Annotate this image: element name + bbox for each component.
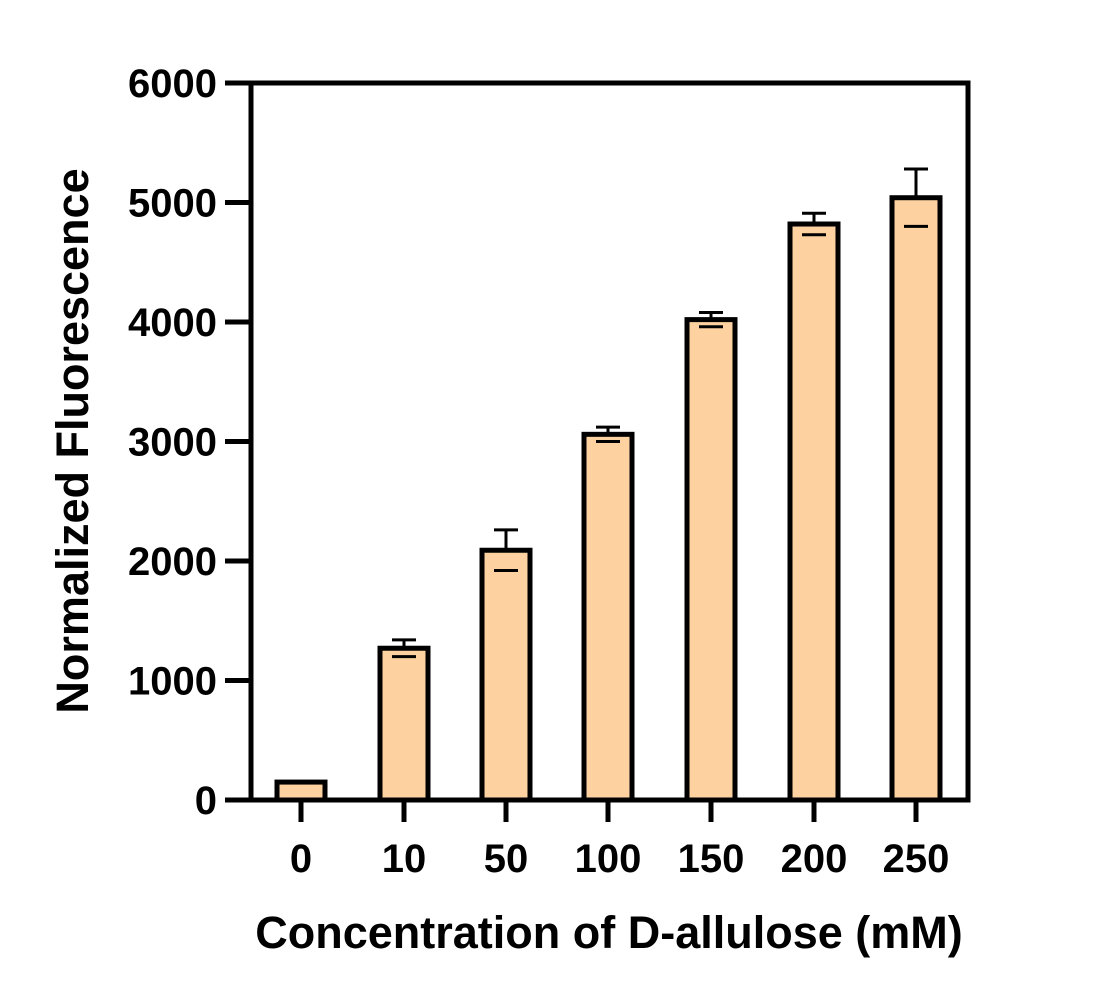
x-tick-label-150: 150 (678, 837, 745, 881)
bar-100 (581, 431, 635, 803)
bar-0 (274, 779, 328, 803)
x-tick-label-200: 200 (781, 837, 848, 881)
bar-50 (479, 547, 533, 803)
x-tick-label-100: 100 (575, 837, 642, 881)
x-tick-label-0: 0 (290, 837, 312, 881)
ticks-layer (225, 80, 919, 822)
error-bar-10 (392, 638, 416, 659)
x-tick-label-50: 50 (484, 837, 529, 881)
y-tick-label-4000: 4000 (128, 301, 217, 345)
bar-150 (684, 317, 738, 803)
x-axis-title: Concentration of D-allulose (mM) (255, 907, 963, 958)
error-bar-150 (699, 310, 723, 329)
tick-labels-layer: 0 1000 2000 3000 4000 5000 6000 0 10 50 100 150 200 2… (128, 62, 949, 881)
y-tick-label-0: 0 (195, 779, 217, 823)
bar-10 (377, 645, 431, 803)
y-tick-label-3000: 3000 (128, 421, 217, 465)
y-tick-label-1000: 1000 (128, 660, 217, 704)
error-bar-250 (904, 167, 928, 228)
error-bars-layer (392, 167, 928, 659)
x-tick-label-10: 10 (382, 837, 427, 881)
y-tick-label-5000: 5000 (128, 182, 217, 226)
x-tick-label-250: 250 (883, 837, 950, 881)
bar-250 (889, 195, 943, 803)
error-bar-50 (494, 528, 518, 573)
error-bar-200 (802, 211, 826, 237)
y-tick-label-6000: 6000 (128, 62, 217, 106)
y-tick-label-2000: 2000 (128, 540, 217, 584)
bars-layer (274, 195, 943, 803)
error-bar-100 (596, 425, 620, 443)
y-axis-title: Normalized Fluorescence (47, 168, 98, 713)
bar-200 (787, 221, 841, 803)
